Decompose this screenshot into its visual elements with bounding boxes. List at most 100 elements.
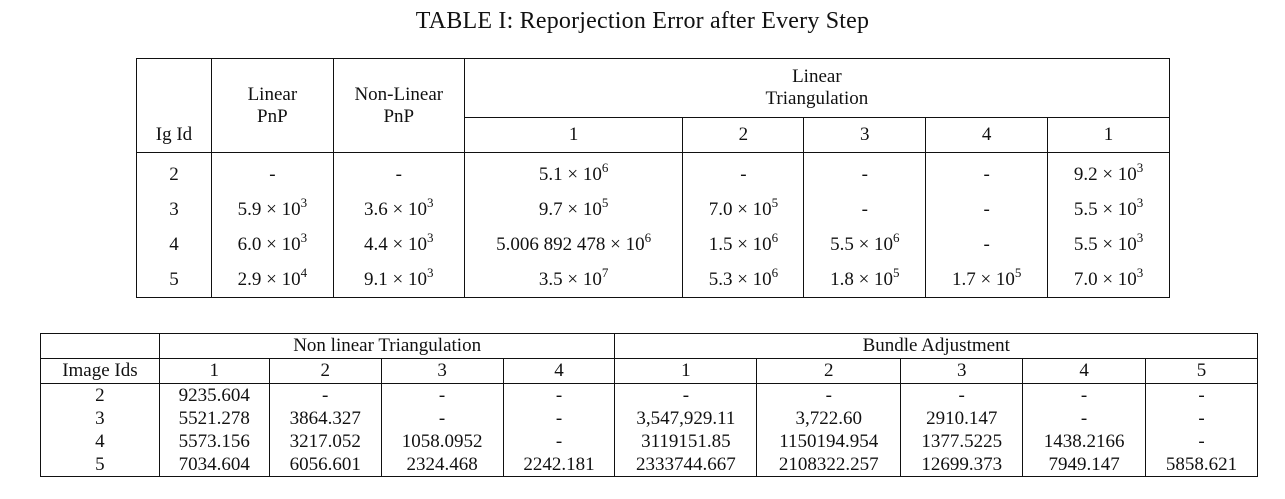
value-mantissa: 5.3 × 10 xyxy=(708,268,772,290)
value-exponent: 6 xyxy=(893,229,900,245)
row-id-cell: 2 xyxy=(40,383,160,407)
value-cell: 1058.0952 xyxy=(380,430,504,453)
table-row: 3 5521.278 3864.327 - - 3,547,929.11 3,722.60 2… xyxy=(40,407,1258,430)
subheader-cell: 5 xyxy=(1145,358,1258,384)
value-mantissa: 3.6 × 10 xyxy=(364,198,427,220)
image-ids-header: Image Ids xyxy=(40,358,160,384)
value-cell: 3,722.60 xyxy=(756,407,902,430)
value-cell: 4.4 × 103 xyxy=(332,227,465,262)
value-cell: 5.9 × 103 xyxy=(210,192,334,227)
value-cell: 1.8 × 105 xyxy=(803,262,927,298)
value-cell: - xyxy=(900,383,1024,407)
value-mantissa: - xyxy=(861,163,868,185)
value-cell: 7949.147 xyxy=(1022,453,1147,477)
value-cell: 5.3 × 106 xyxy=(682,262,805,298)
nonlinear-triangulation-header: Non linear Triangulation xyxy=(158,333,616,359)
value-exponent: 4 xyxy=(300,264,308,280)
value-cell: 5521.278 xyxy=(158,407,270,430)
value-mantissa: 5.006 892 478 × 10 xyxy=(496,233,645,255)
value-mantissa: - xyxy=(395,163,402,185)
row-id-cell: 2 xyxy=(136,152,212,192)
value-cell: - xyxy=(925,192,1049,227)
value-cell: 5.1 × 106 xyxy=(463,152,684,192)
ig-id-header: Ig Id xyxy=(136,58,212,153)
table-row: 5 7034.604 6056.601 2324.468 2242.181 2333744… xyxy=(40,453,1258,477)
nonlinear-pnp-header: Non-Linear PnP xyxy=(332,58,465,153)
value-cell: 5.5 × 103 xyxy=(1047,227,1170,262)
value-cell: - xyxy=(614,383,758,407)
value-cell: 3.6 × 103 xyxy=(332,192,465,227)
row-id-cell: 5 xyxy=(136,262,212,298)
table-row: 4 5573.156 3217.052 1058.0952-3119151.85 115… xyxy=(40,430,1258,453)
value-cell: 12699.373 xyxy=(900,453,1024,477)
value-mantissa: - xyxy=(861,198,868,220)
row-id-cell: 3 xyxy=(40,407,160,430)
reprojection-error-table: Ig Id Linear PnP Non-Linear PnP Linear Tria… xyxy=(136,58,1171,298)
value-cell: 9.2 × 103 xyxy=(1047,152,1170,192)
value-exponent: 6 xyxy=(771,229,779,245)
value-cell: - xyxy=(502,430,616,453)
value-cell: - xyxy=(1145,383,1258,407)
value-mantissa: - xyxy=(983,233,990,255)
row-id-cell: 4 xyxy=(40,430,160,453)
value-exponent: 5 xyxy=(771,194,779,210)
value-mantissa: - xyxy=(740,163,747,185)
value-exponent: 3 xyxy=(1136,229,1144,245)
value-mantissa: 9.2 × 10 xyxy=(1073,163,1137,185)
triangulation-bundle-adjustment-table: Non linear Triangulation Bundle Adjustme… xyxy=(40,333,1258,477)
value-cell: 2910.147 xyxy=(900,407,1024,430)
row-id-cell: 5 xyxy=(40,453,160,477)
value-cell: 2324.468 xyxy=(380,453,504,477)
subheader-cell: 3 xyxy=(803,117,927,153)
value-cell: 5.006 892 478 × 106 xyxy=(463,227,684,262)
value-cell: 3864.327 xyxy=(268,407,382,430)
linear-pnp-header: Linear PnP xyxy=(210,58,334,153)
value-cell: - xyxy=(380,383,504,407)
value-exponent: 3 xyxy=(300,229,308,245)
value-cell: - xyxy=(268,383,382,407)
value-cell: 5.5 × 103 xyxy=(1047,192,1170,227)
value-cell: - xyxy=(1145,407,1258,430)
subheader-cell: 1 xyxy=(614,358,758,384)
value-cell: - xyxy=(1145,430,1258,453)
value-cell: - xyxy=(210,152,334,192)
value-cell: 7.0 × 105 xyxy=(682,192,805,227)
subheader-cell: 4 xyxy=(925,117,1049,153)
value-mantissa: 1.5 × 10 xyxy=(708,233,772,255)
subheader-cell: 1 xyxy=(463,117,684,153)
value-mantissa: - xyxy=(983,198,990,220)
value-cell: 5858.621 xyxy=(1145,453,1258,477)
value-mantissa: 6.0 × 10 xyxy=(237,233,301,255)
value-mantissa: 9.1 × 10 xyxy=(364,268,427,290)
value-mantissa: 5.5 × 10 xyxy=(830,233,894,255)
value-cell: 1.5 × 106 xyxy=(682,227,805,262)
subheader-cell: 4 xyxy=(1022,358,1147,384)
value-mantissa: 1.8 × 10 xyxy=(830,268,894,290)
value-cell: - xyxy=(756,383,902,407)
value-cell: 2242.181 xyxy=(502,453,616,477)
table-caption: TABLE I: Reporjection Error after Every … xyxy=(415,8,870,34)
value-mantissa: 7.0 × 10 xyxy=(1073,268,1137,290)
value-mantissa: - xyxy=(983,163,990,185)
subheader-cell: 1 xyxy=(1047,117,1170,153)
value-mantissa: 5.9 × 10 xyxy=(237,198,301,220)
value-cell: - xyxy=(803,192,927,227)
value-cell: - xyxy=(1022,407,1147,430)
value-exponent: 5 xyxy=(1014,264,1022,280)
value-cell: - xyxy=(803,152,927,192)
value-cell: - xyxy=(925,152,1049,192)
value-cell: - xyxy=(502,383,616,407)
value-cell: 3,547,929.11 xyxy=(614,407,758,430)
value-cell: 6056.601 xyxy=(268,453,382,477)
header-spacer xyxy=(40,333,160,359)
value-exponent: 6 xyxy=(601,159,609,175)
value-cell: - xyxy=(1022,383,1147,407)
value-mantissa: 3.5 × 10 xyxy=(538,268,602,290)
value-exponent: 3 xyxy=(427,264,434,280)
value-mantissa: 2.9 × 10 xyxy=(237,268,301,290)
value-cell: 7034.604 xyxy=(158,453,270,477)
value-mantissa: 5.5 × 10 xyxy=(1073,198,1137,220)
value-cell: 1.7 × 105 xyxy=(925,262,1049,298)
subheader-cell: 2 xyxy=(756,358,902,384)
table-row: 2 - - 5.1 × 106 - - - 9.2 × 103 xyxy=(136,152,1170,192)
